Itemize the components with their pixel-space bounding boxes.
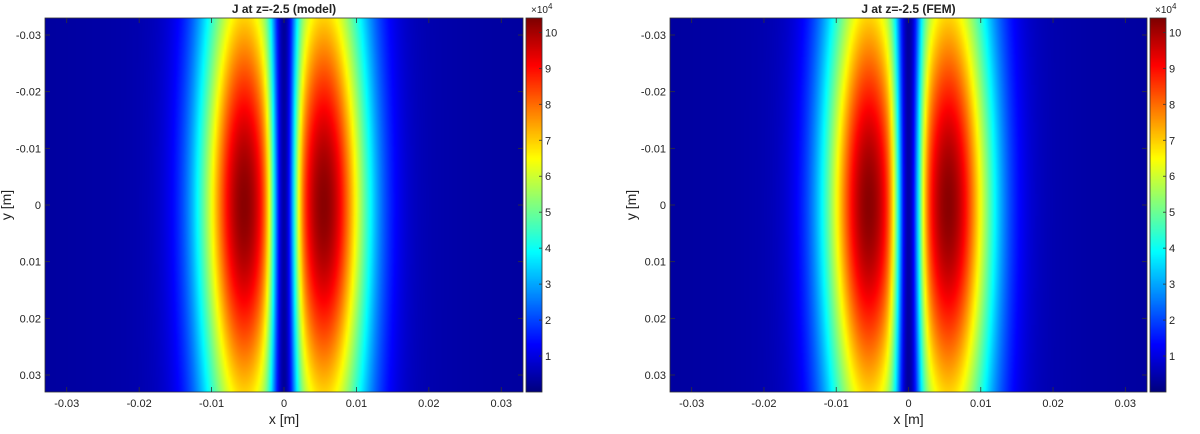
colorbar-frame — [525, 17, 543, 393]
colorbar-tick-label: 1 — [545, 351, 551, 363]
x-axis-label: x [m] — [269, 411, 299, 427]
y-tick-label: -0.01 — [16, 143, 41, 155]
colorbar-tick-label: 8 — [545, 99, 551, 111]
colorbar-tick-label: 1 — [1169, 351, 1175, 363]
y-tick-label: -0.03 — [16, 30, 41, 42]
colorbar-tick-label: 7 — [545, 135, 551, 147]
colorbar-tick-label: 5 — [1169, 207, 1175, 219]
x-tick-label: 0.03 — [491, 398, 512, 410]
colorbar-tick-label: 9 — [545, 63, 551, 75]
colorbar-tick-label: 10 — [545, 27, 557, 39]
x-tick-label: -0.02 — [127, 398, 152, 410]
colorbar-exponent-power: 4 — [1172, 2, 1177, 11]
heatmap-field — [45, 18, 523, 392]
colorbar — [526, 18, 542, 392]
chart-panel-0: J at z=-2.5 (model) -0.03 -0.02 -0.01 0 0.01 0… — [0, 2, 557, 427]
colorbar-tick-label: 2 — [545, 315, 551, 327]
colorbar-tick-label: 3 — [1169, 279, 1175, 291]
colorbar-exponent: ×104 — [1155, 2, 1177, 16]
x-tick-label: -0.03 — [54, 398, 79, 410]
y-tick-label: 0 — [35, 200, 41, 212]
x-tick-label: 0.03 — [1115, 398, 1136, 410]
y-tick-label: 0.03 — [645, 370, 666, 382]
x-tick-label: 0.01 — [970, 398, 991, 410]
colorbar-tick-label: 5 — [545, 207, 551, 219]
x-tick-label: -0.02 — [751, 398, 776, 410]
colorbar-exponent-power: 4 — [548, 2, 553, 11]
y-axis-label: y [m] — [623, 190, 639, 220]
heatmap-field — [670, 18, 1147, 392]
colorbar-tick-label: 7 — [1169, 135, 1175, 147]
colorbar-tick-label: 2 — [1169, 315, 1175, 327]
colorbar-tick-label: 8 — [1169, 99, 1175, 111]
chart-panel-1: J at z=-2.5 (FEM) -0.03 -0.02 -0.01 0 0.01 0.0… — [623, 2, 1181, 427]
x-tick-label: 0.02 — [1042, 398, 1063, 410]
y-tick-label: 0.01 — [20, 257, 41, 269]
y-tick-label: 0.01 — [645, 257, 666, 269]
colorbar-tick-label: 9 — [1169, 63, 1175, 75]
y-tick-label: 0 — [660, 200, 666, 212]
colorbar-tick-label: 10 — [1169, 27, 1181, 39]
colorbar-tick-label: 4 — [545, 243, 551, 255]
colorbar-exponent: ×104 — [531, 2, 553, 16]
x-axis-label: x [m] — [893, 411, 923, 427]
y-tick-label: -0.02 — [16, 87, 41, 99]
colorbar-tick-label: 6 — [545, 171, 551, 183]
x-tick-label: -0.01 — [824, 398, 849, 410]
y-tick-label: -0.01 — [641, 143, 666, 155]
y-tick-label: 0.02 — [645, 313, 666, 325]
x-tick-label: -0.03 — [679, 398, 704, 410]
x-tick-label: 0 — [281, 398, 287, 410]
x-tick-label: 0 — [905, 398, 911, 410]
x-tick-label: 0.01 — [346, 398, 367, 410]
x-tick-label: -0.01 — [199, 398, 224, 410]
colorbar-tick-label: 3 — [545, 279, 551, 291]
colorbar-tick-label: 4 — [1169, 243, 1175, 255]
y-axis-label: y [m] — [0, 190, 14, 220]
y-tick-label: 0.03 — [20, 370, 41, 382]
chart-title: J at z=-2.5 (FEM) — [861, 2, 955, 16]
colorbar-tick-label: 6 — [1169, 171, 1175, 183]
y-tick-label: -0.02 — [641, 87, 666, 99]
x-tick-label: 0.02 — [418, 398, 439, 410]
y-tick-label: 0.02 — [20, 313, 41, 325]
chart-title: J at z=-2.5 (model) — [232, 2, 336, 16]
y-tick-label: -0.03 — [641, 30, 666, 42]
colorbar — [1150, 18, 1166, 392]
colorbar-frame — [1149, 17, 1167, 393]
